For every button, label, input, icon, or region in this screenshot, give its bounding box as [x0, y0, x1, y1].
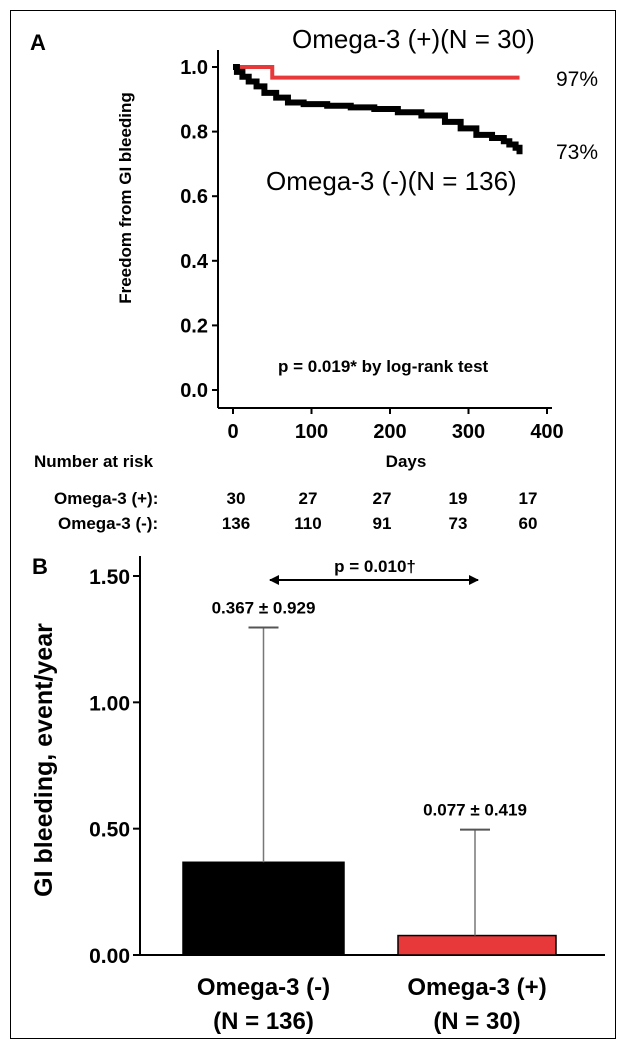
- panel-a-y-axis-title: Freedom from GI bleeding: [116, 92, 135, 304]
- km-y-tick-label: 0.8: [180, 122, 208, 144]
- bar-category-n: (N = 30): [433, 1008, 520, 1035]
- panel-b-y-axis-title: GI bleeding, event/year: [30, 623, 58, 897]
- km-x-tick-label: 100: [295, 421, 328, 443]
- bar-plot-area: 0.00 0.50 1.00 1.50 0.367 ± 0.929 Omega-3 (-)…: [89, 556, 605, 1035]
- risk-row-plus-label: Omega-3 (+):: [54, 489, 158, 508]
- bar-y-tick-label: 1.50: [89, 566, 130, 589]
- panel-a-letter: A: [30, 30, 46, 55]
- bar-y-tick-label: 1.00: [89, 692, 130, 715]
- km-x-tick-label: 300: [452, 421, 485, 443]
- series-minus-end-label: 73%: [556, 141, 598, 164]
- km-curve-omega3-plus: [233, 65, 520, 80]
- km-y-tick-label: 1.0: [180, 57, 208, 79]
- risk-table-cell: 17: [519, 489, 538, 508]
- km-x-tick-label: 0: [227, 421, 238, 443]
- km-x-tick-label: 400: [530, 421, 563, 443]
- risk-table-values: 30 27 27 19 17 136 110 91 73 60: [222, 489, 538, 533]
- series-plus-end-label: 97%: [556, 68, 598, 91]
- bar-y-tick-label: 0.50: [89, 819, 130, 842]
- risk-table-cell: 91: [373, 514, 392, 533]
- bar-y-tick-label: 0.00: [89, 945, 130, 968]
- bar-data-label: 0.077 ± 0.419: [423, 801, 527, 820]
- comparison-p-value: p = 0.010†: [334, 557, 416, 576]
- risk-table-cell: 19: [449, 489, 468, 508]
- bar: [397, 934, 557, 956]
- bar-category-label: Omega-3 (+): [407, 974, 546, 1001]
- logrank-annotation: p = 0.019* by log-rank test: [278, 357, 489, 376]
- panel-b-letter: B: [32, 554, 48, 579]
- risk-table-cell: 136: [222, 514, 250, 533]
- risk-table-title: Number at risk: [34, 452, 154, 471]
- risk-table-cell: 73: [449, 514, 468, 533]
- bar-data-label: 0.367 ± 0.929: [212, 599, 316, 618]
- series-minus-legend: Omega-3 (-)(N = 136): [266, 166, 517, 196]
- km-curve-omega3-minus: [233, 64, 523, 155]
- km-y-tick-label: 0.6: [180, 186, 208, 208]
- risk-table-cell: 30: [227, 489, 246, 508]
- x-axis-title: Days: [386, 452, 427, 471]
- risk-row-minus-label: Omega-3 (-):: [58, 514, 158, 533]
- km-y-tick-label: 0.4: [180, 251, 209, 273]
- bar-category-label: Omega-3 (-): [197, 974, 330, 1001]
- bar-category-n: (N = 136): [213, 1008, 314, 1035]
- bar: [182, 861, 345, 956]
- km-y-tick-label: 0.2: [180, 315, 208, 337]
- risk-table-cell: 27: [299, 489, 318, 508]
- km-plot-area: 0.0 0.2 0.4 0.6 0.8 1.0 0 100 200 300 400: [180, 50, 564, 443]
- risk-table-cell: 27: [373, 489, 392, 508]
- km-x-tick-label: 200: [373, 421, 406, 443]
- series-plus-legend: Omega-3 (+)(N = 30): [292, 24, 535, 54]
- risk-table-cell: 60: [519, 514, 538, 533]
- km-y-tick-label: 0.0: [180, 380, 208, 402]
- risk-table-cell: 110: [294, 514, 321, 533]
